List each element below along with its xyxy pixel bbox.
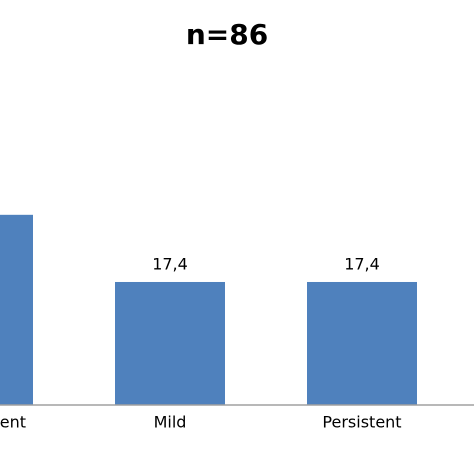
- x-tick-label: Persistent: [322, 413, 401, 432]
- value-label: 17,4: [152, 254, 188, 273]
- bar: [115, 281, 225, 405]
- bar: [0, 214, 33, 405]
- x-tick-label: Mild: [154, 413, 187, 432]
- value-label: 17,4: [344, 254, 380, 273]
- bar: [307, 281, 417, 405]
- x-tick-label: Intermittent: [0, 413, 26, 432]
- chart-title: n=86: [186, 18, 268, 51]
